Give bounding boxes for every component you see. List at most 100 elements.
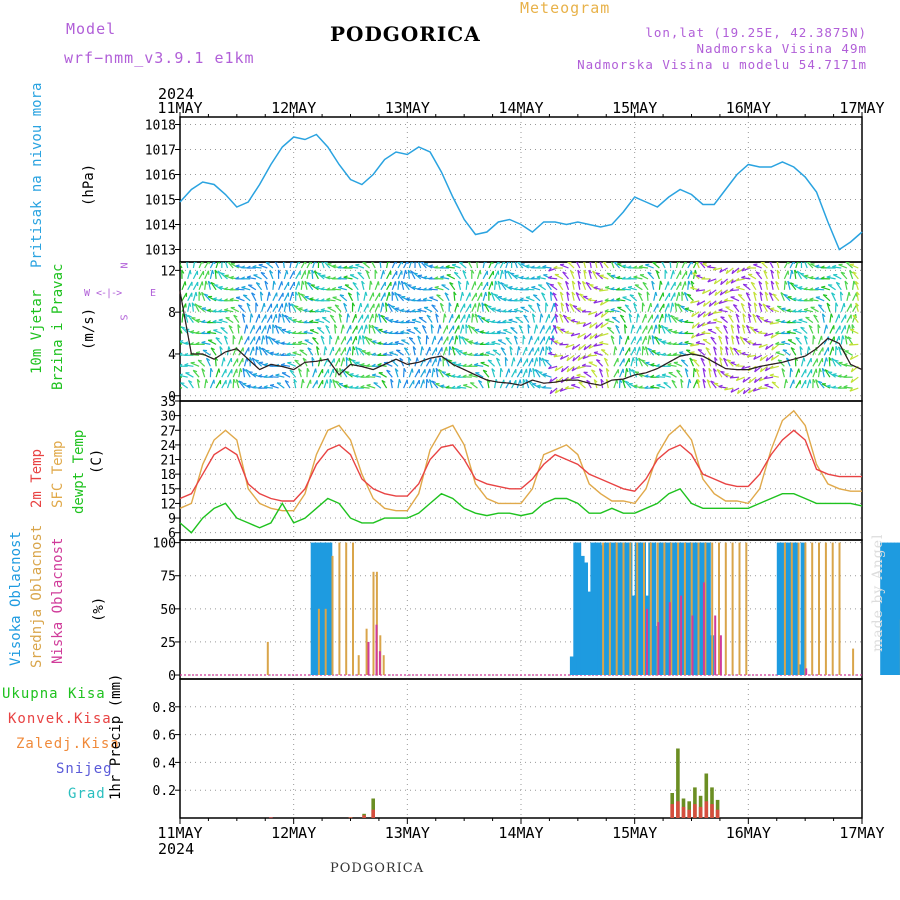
wind-arrow-head (712, 266, 717, 271)
wind-arrow (325, 325, 331, 334)
wind-arrow-head (684, 368, 689, 372)
wind-arrow-head (229, 287, 234, 291)
wind-arrow (826, 276, 836, 280)
wind-arrow (630, 357, 634, 367)
wind-arrow-head (440, 384, 445, 387)
wind-arrow (770, 354, 780, 361)
wind-arrow-head (468, 314, 471, 319)
wind-arrow (198, 270, 205, 280)
wind-arrow (587, 299, 597, 302)
wind-arrow-head (315, 368, 317, 373)
wind-arrow-head (348, 385, 354, 389)
wind-arrow-head (823, 294, 828, 297)
wind-arrow-head (456, 374, 461, 378)
wind-arrow-head (439, 357, 442, 362)
wind-arrow (690, 300, 700, 304)
wind-arrow (696, 332, 706, 337)
wind-arrow (583, 343, 592, 351)
wind-arrow-head (587, 353, 592, 357)
wind-arrow (840, 325, 846, 334)
wind-arrow (454, 314, 460, 323)
wind-arrow (403, 262, 408, 269)
wind-arrow (765, 280, 768, 290)
wind-arrow (735, 286, 745, 291)
wind-arrow-head (481, 302, 485, 307)
wind-arrow (549, 387, 558, 395)
wind-arrow (823, 324, 827, 334)
wind-arrow-head (518, 346, 521, 351)
wind-arrow (806, 357, 812, 367)
wind-arrow-head (502, 309, 507, 313)
wind-arrow (571, 280, 575, 290)
wind-arrow-head (545, 302, 549, 307)
wind-arrow-head (613, 262, 618, 264)
wind-arrow-head (567, 262, 572, 264)
wind-arrow (448, 313, 454, 323)
wind-arrow (309, 329, 319, 335)
wind-arrow (207, 339, 217, 345)
wind-arrow-head (455, 335, 459, 340)
wind-arrow-head (738, 293, 743, 297)
wind-arrow (846, 303, 852, 312)
wind-arrow-head (451, 346, 456, 350)
wind-arrow-head (763, 375, 768, 380)
wind-arrow (356, 291, 359, 301)
wind-arrow-head (554, 302, 559, 307)
wind-arrow (817, 347, 824, 356)
wind-arrow-head (411, 368, 414, 373)
wind-arrow (570, 270, 575, 280)
wind-arrow-head (627, 285, 633, 288)
wind-arrow-head (535, 368, 540, 373)
wind-arrow (708, 368, 712, 378)
wind-arrow (506, 270, 513, 280)
wind-arrow (381, 380, 388, 389)
wind-arrow-head (708, 291, 712, 296)
wind-arrow-head (664, 269, 668, 274)
wind-arrow-head (352, 302, 356, 307)
wind-arrow (600, 349, 609, 356)
wind-arrow-head (365, 363, 371, 367)
cloud-bar (719, 635, 722, 675)
wind-arrow (295, 262, 299, 269)
wind-arrow (800, 369, 807, 378)
wind-arrow-head (420, 262, 425, 264)
wind-arrow (725, 278, 734, 285)
wind-arrow-head (235, 287, 240, 290)
wind-arrow-head (334, 324, 338, 329)
cloud-bar (317, 608, 320, 675)
wind-arrow (465, 292, 471, 302)
wind-arrow-head (799, 346, 803, 350)
wind-arrow-head (626, 368, 629, 373)
wind-arrow (281, 372, 291, 378)
wind-arrow (554, 302, 558, 312)
wind-arrow-head (742, 324, 746, 329)
wind-arrow-head (638, 264, 644, 268)
wind-arrow (201, 292, 206, 302)
wind-arrow (651, 335, 655, 345)
wind-arrow (783, 262, 789, 269)
wind-arrow-head (804, 335, 808, 340)
wind-arrow (261, 302, 265, 312)
wind-arrow-head (508, 308, 513, 312)
wind-arrow (483, 303, 490, 312)
wind-arrow-head (545, 346, 549, 351)
wind-arrow (670, 281, 676, 291)
wind-arrow-head (484, 303, 489, 307)
wind-arrow-head (413, 326, 419, 329)
wind-arrow (477, 380, 484, 389)
wind-arrow (812, 335, 814, 345)
wind-arrow (184, 313, 189, 323)
wind-arrow-head (724, 386, 728, 391)
wind-arrow (660, 325, 666, 334)
cloud-bar (310, 542, 316, 675)
wind-arrow (411, 319, 421, 324)
wind-arrow (707, 278, 717, 283)
wind-arrow-head (445, 385, 450, 389)
precip-bar (710, 804, 714, 818)
wind-arrow-head (562, 271, 567, 275)
wind-arrow (716, 369, 723, 378)
wind-arrow-head (797, 298, 802, 302)
wind-arrow-head (792, 297, 797, 300)
wind-arrow-head (197, 359, 203, 362)
wind-arrow (661, 374, 671, 378)
